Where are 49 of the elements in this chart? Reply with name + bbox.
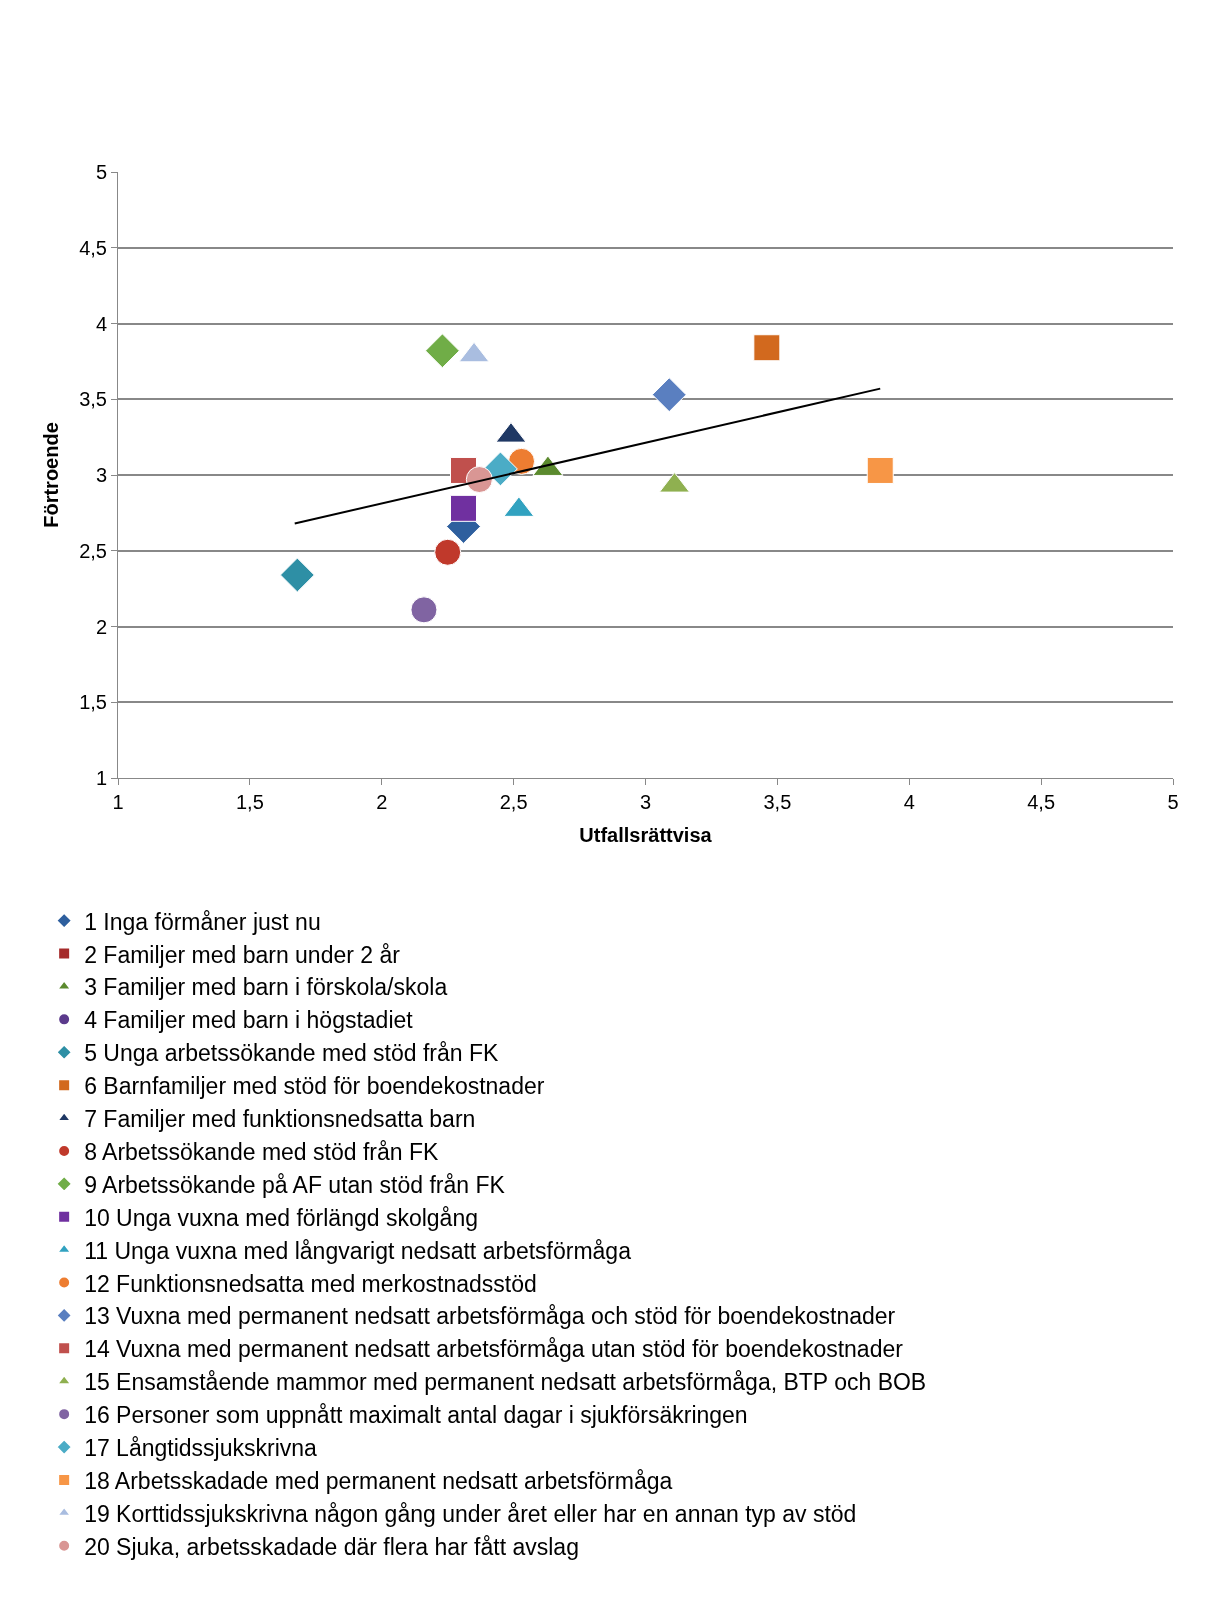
- legend-label: 8 Arbetssökande med stöd från FK: [84, 1138, 439, 1165]
- x-tick-label: 2: [376, 791, 388, 813]
- point: [866, 456, 894, 484]
- x-tick-label: 5: [1167, 791, 1179, 813]
- legend-label: 20 Sjuka, arbetsskadade där flera har fått avslag: [84, 1533, 579, 1560]
- legend-label: 15 Ensamstående mammor med permanent nedsatt arbetsförmåga, BTP och BOB: [84, 1369, 927, 1396]
- legend-label: 19 Korttidssjukskrivna någon gång under året eller har en annan typ av stöd: [84, 1500, 857, 1527]
- point: [465, 466, 493, 494]
- legend-label: 2 Familjer med barn under 2 år: [84, 941, 401, 968]
- legend-label: 1 Inga förmåner just nu: [84, 908, 321, 935]
- x-tick-label: 4,5: [1027, 791, 1056, 813]
- x-tick-label: 1: [112, 791, 124, 813]
- point: [425, 333, 460, 369]
- y-tick-label: 1,5: [79, 691, 107, 714]
- legend-label: 11 Unga vuxna med långvarigt nedsatt arbetsförmåga: [84, 1237, 632, 1264]
- y-tick-label: 3,5: [79, 388, 107, 411]
- y-tick-label: 2: [95, 615, 107, 638]
- legend-label: 13 Vuxna med permanent nedsatt arbetsförmåga och stöd för boendekostnader: [84, 1303, 896, 1330]
- y-tick-label: 4: [95, 312, 107, 335]
- legend-label: 18 Arbetsskadade med permanent nedsatt arbetsförmåga: [84, 1467, 673, 1494]
- legend-label: 12 Funktionsnedsatta med merkostnadsstöd: [84, 1270, 537, 1297]
- y-tick-label: 1: [95, 767, 107, 789]
- legend-label: 4 Familjer med barn i högstadiet: [84, 1007, 414, 1034]
- legend-label: 7 Familjer med funktionsnedsatta barn: [84, 1106, 476, 1133]
- y-tick-label: 3: [95, 464, 107, 486]
- legend-label: 9 Arbetssökande på AF utan stöd från FK: [84, 1171, 506, 1198]
- y-tick-label: 2,5: [79, 539, 107, 562]
- y-axis-title: Förtroende: [39, 422, 62, 528]
- point: [450, 494, 478, 522]
- y-tick-label: 5: [95, 161, 107, 183]
- point: [651, 377, 687, 413]
- x-tick-label: 3: [639, 791, 652, 813]
- x-tick-label: 3,5: [763, 791, 792, 813]
- legend-label: 17 Långtidssjukskrivna: [84, 1435, 318, 1462]
- point: [410, 596, 438, 624]
- legend-label: 5 Unga arbetssökande med stöd från FK: [84, 1040, 500, 1067]
- point: [434, 538, 462, 566]
- x-tick-label: 2,5: [499, 791, 528, 813]
- legend-label: 6 Barnfamiljer med stöd för boendekostnader: [84, 1073, 545, 1100]
- x-tick-label: 4: [903, 791, 915, 813]
- point: [753, 334, 781, 362]
- legend-label: 3 Familjer med barn i förskola/skola: [84, 974, 448, 1001]
- x-tick-label: 1,5: [235, 791, 264, 813]
- y-tick-label: 4,5: [79, 236, 107, 259]
- legend-label: 14 Vuxna med permanent nedsatt arbetsförmåga utan stöd för boendekostnader: [84, 1336, 904, 1363]
- legend-label: 10 Unga vuxna med förlängd skolgång: [84, 1204, 478, 1231]
- x-axis-title: Utfallsrättvisa: [579, 823, 713, 846]
- point: [279, 557, 315, 593]
- legend-label: 16 Personer som uppnått maximalt antal dagar i sjukförsäkringen: [84, 1402, 748, 1429]
